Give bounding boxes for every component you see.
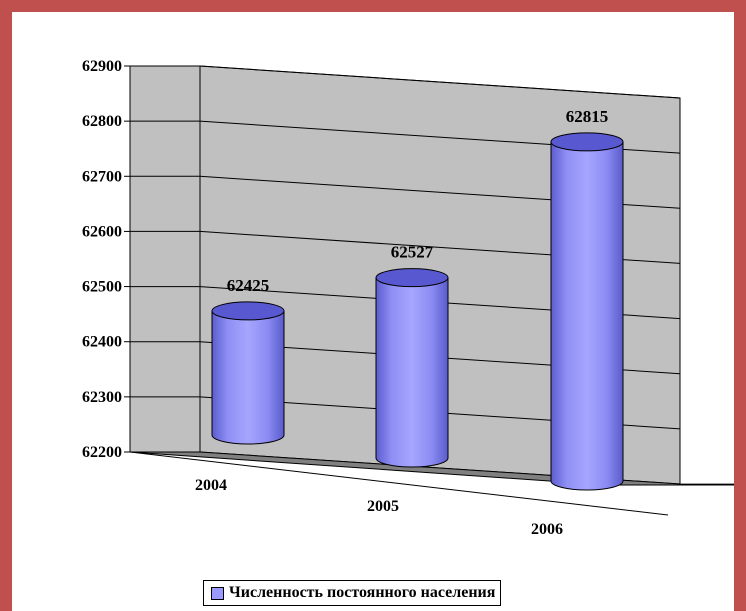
y-tick-label: 62900 [82, 58, 122, 75]
bar-2005 [375, 277, 449, 468]
bar-2006 [550, 141, 624, 491]
chart-legend: Численность постоянного населения [203, 580, 502, 606]
y-tick-label: 62500 [82, 279, 122, 296]
y-tick-label: 62800 [82, 113, 122, 130]
data-label: 62425 [227, 276, 270, 295]
y-tick-label: 62400 [82, 334, 122, 351]
x-tick-label: 2006 [531, 521, 563, 538]
y-tick-label: 62200 [82, 444, 122, 461]
data-label: 62527 [391, 243, 434, 262]
x-tick-label: 2005 [367, 498, 399, 515]
bar-top-2005 [375, 268, 449, 288]
bar-top-2006 [550, 132, 624, 152]
gridline-back [199, 65, 681, 99]
bar-2004 [211, 310, 285, 445]
floor [129, 451, 734, 486]
legend-swatch [211, 586, 224, 600]
y-tick-label: 62300 [82, 389, 122, 406]
legend-label: Численность постоянного населения [229, 584, 496, 601]
x-tick-label: 2004 [195, 477, 227, 494]
x-axis [129, 451, 669, 516]
side-wall [129, 65, 201, 453]
chart: 62200 62300 62400 62500 62600 62700 62800 62900… [82, 58, 734, 538]
y-tick-label: 62600 [82, 223, 122, 240]
y-tick-label: 62700 [82, 168, 122, 185]
bar-top-2004 [211, 301, 285, 321]
chart-frame: 62200 62300 62400 62500 62600 62700 62800 62900… [12, 12, 734, 611]
data-label: 62815 [566, 107, 609, 126]
